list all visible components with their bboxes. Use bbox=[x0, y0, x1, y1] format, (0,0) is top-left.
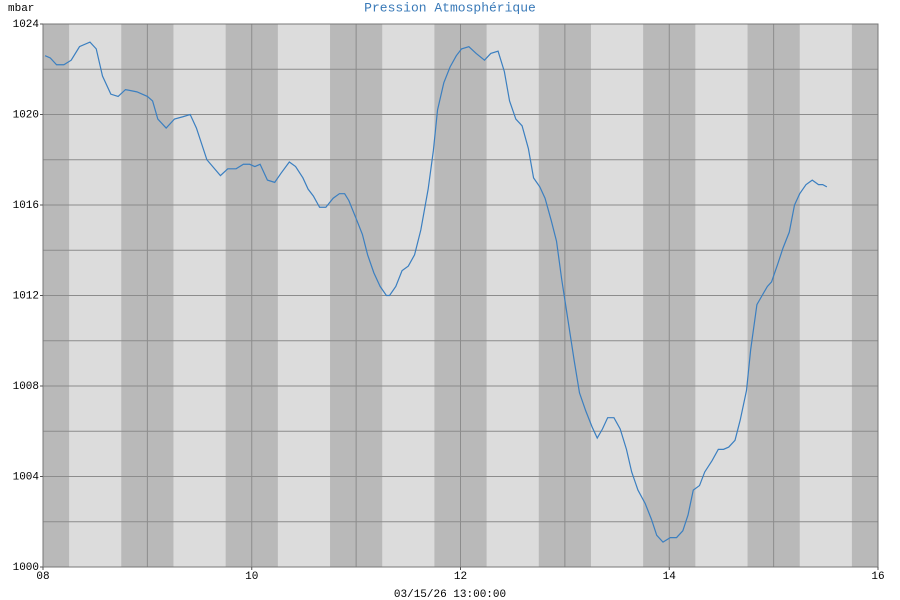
y-tick-label: 1024 bbox=[13, 19, 40, 31]
x-tick-label: 08 bbox=[36, 571, 49, 583]
y-tick-label: 1000 bbox=[13, 562, 39, 574]
y-tick-label: 1008 bbox=[13, 381, 39, 393]
x-axis-label: 03/15/26 13:00:00 bbox=[394, 589, 506, 600]
data-line bbox=[44, 41, 828, 543]
x-tick-label: 16 bbox=[871, 571, 884, 583]
y-tick-label: 1004 bbox=[13, 471, 40, 483]
chart-title: Pression Atmosphérique bbox=[364, 0, 536, 15]
x-tick-label: 14 bbox=[663, 571, 677, 583]
y-tick-label: 1012 bbox=[13, 290, 39, 302]
y-tick-label: 1020 bbox=[13, 109, 39, 121]
y-axis-label: mbar bbox=[8, 3, 34, 15]
x-tick-label: 12 bbox=[454, 571, 467, 583]
y-tick-label: 1016 bbox=[13, 200, 39, 212]
x-tick-label: 10 bbox=[245, 571, 258, 583]
